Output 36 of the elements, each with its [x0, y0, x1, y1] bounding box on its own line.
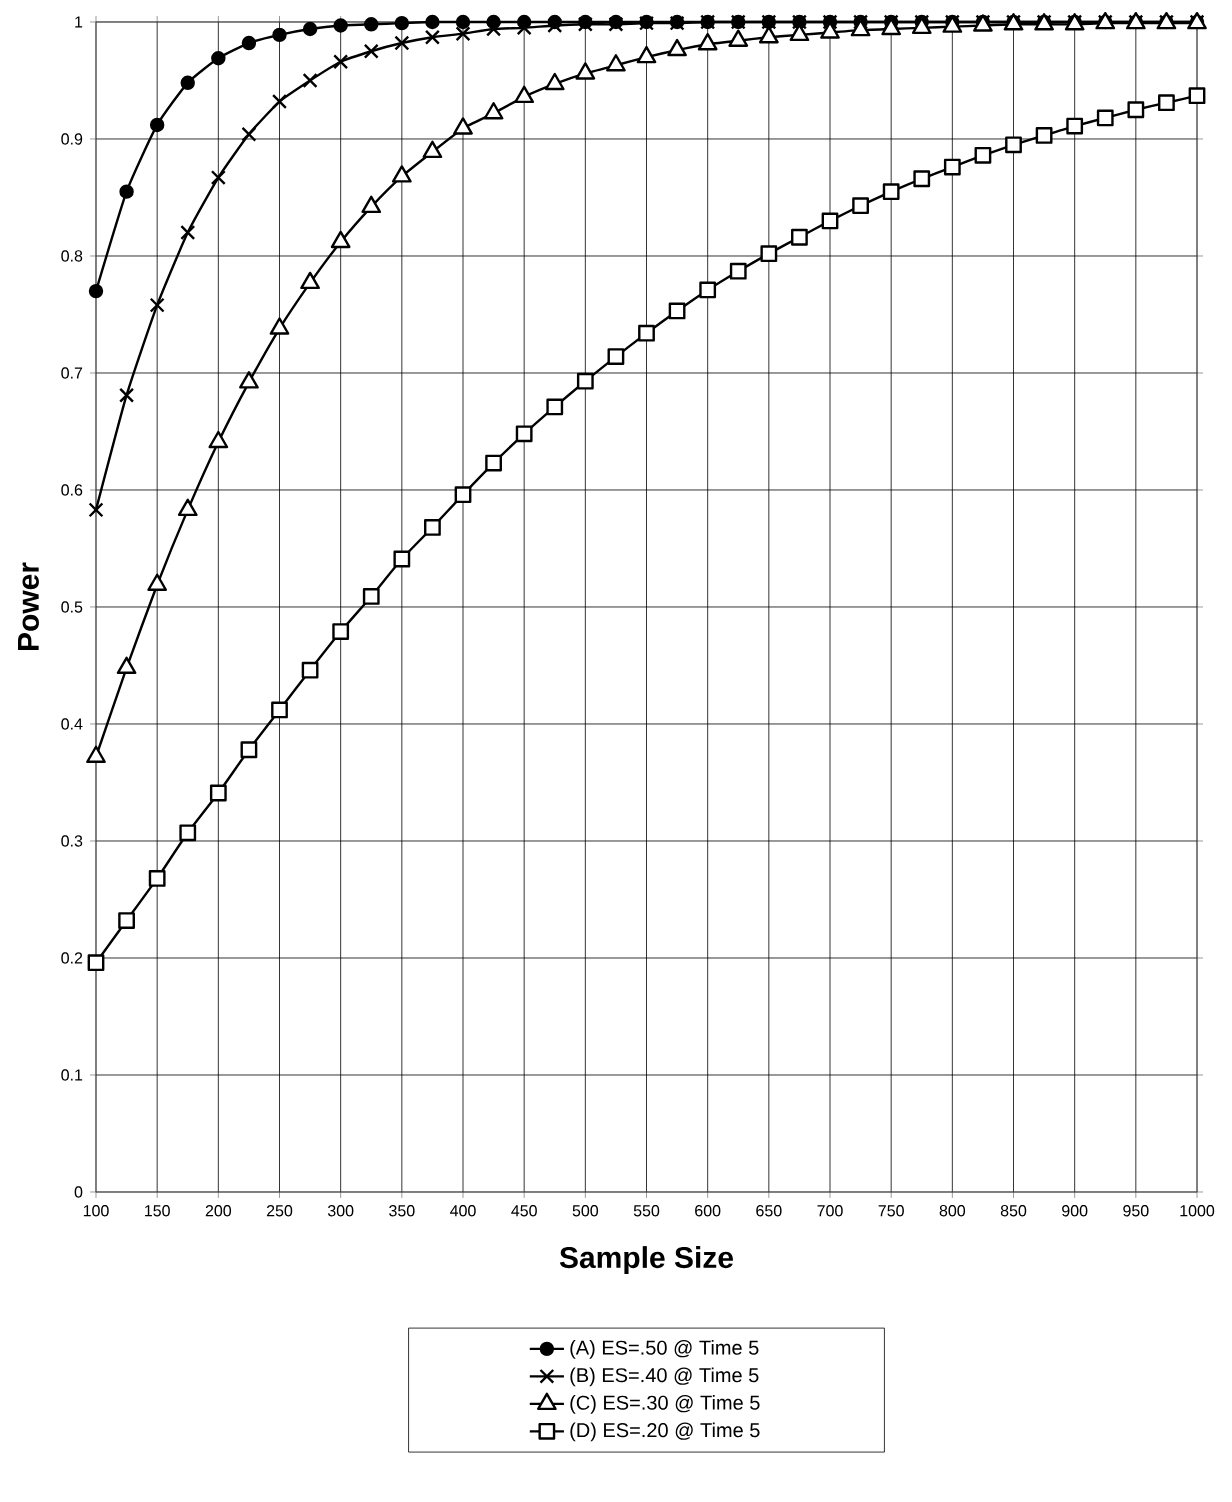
y-tick-label: 1: [75, 16, 83, 28]
x-tick-label: 350: [389, 1205, 415, 1217]
x-tick-label: 800: [939, 1205, 966, 1217]
x-tick-label: 100: [83, 1205, 109, 1217]
y-tick-label: 0.8: [61, 250, 83, 262]
x-tick-label: 1000: [1180, 1205, 1215, 1217]
x-tick-label: 400: [450, 1205, 476, 1217]
x-tick-label: 650: [756, 1205, 782, 1217]
y-tick-label: 0.2: [61, 952, 83, 964]
x-tick-label: 600: [695, 1205, 721, 1217]
x-tick-label: 700: [817, 1205, 843, 1217]
x-tick-label: 200: [205, 1205, 232, 1217]
y-tick-label: 0.6: [61, 484, 83, 496]
x-tick-label: 900: [1062, 1205, 1088, 1217]
y-tick-label: 0.1: [61, 1069, 83, 1081]
x-tick-label: 450: [511, 1205, 537, 1217]
y-tick-label: 0.9: [61, 133, 83, 145]
x-tick-label: 850: [1000, 1205, 1027, 1217]
x-tick-label: 750: [878, 1205, 904, 1217]
y-axis-title: Power: [18, 562, 39, 650]
y-tick-label: 0.3: [61, 835, 83, 847]
y-tick-label: 0.5: [61, 601, 83, 613]
legend-label: (A) ES=.50 @ Time 5: [570, 1340, 759, 1359]
x-tick-label: 250: [266, 1205, 293, 1217]
y-tick-label: 0: [74, 1186, 83, 1198]
legend-label: (C) ES=.30 @ Time 5: [570, 1395, 760, 1414]
x-tick-label: 300: [327, 1205, 354, 1217]
y-tick-label: 0.4: [61, 718, 83, 730]
x-axis-title: Sample Size: [559, 1246, 733, 1275]
x-tick-label: 500: [572, 1205, 599, 1217]
legend-label: (D) ES=.20 @ Time 5: [570, 1422, 760, 1442]
y-tick-label: 0.7: [61, 367, 83, 379]
x-tick-label: 150: [145, 1205, 170, 1217]
x-tick-label: 950: [1123, 1205, 1149, 1217]
x-tick-label: 550: [633, 1205, 660, 1217]
legend-label: (B) ES=.40 @ Time 5: [570, 1367, 759, 1387]
